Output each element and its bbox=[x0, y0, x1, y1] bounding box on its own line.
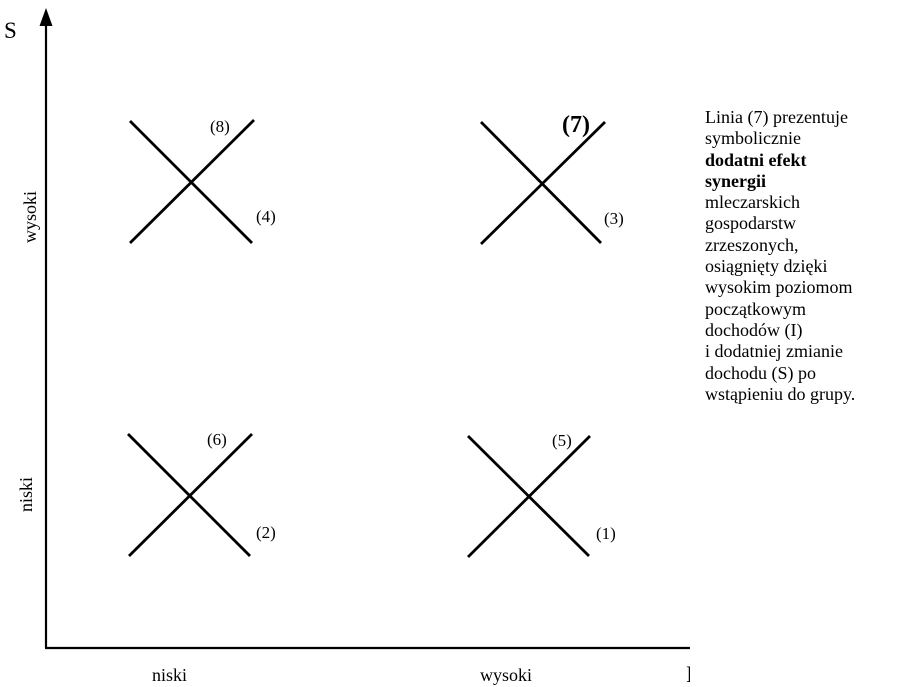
y-level-low: niski bbox=[16, 477, 36, 512]
cross-bottom-right: (5) (1) bbox=[467, 431, 616, 558]
line-3-label: (3) bbox=[604, 209, 624, 228]
line-3-segment bbox=[480, 121, 602, 244]
caption-rest: mleczarskich gospodarstw zrzeszonych, os… bbox=[705, 192, 856, 404]
caption-intro: Linia (7) prezentuje symbolicznie bbox=[705, 107, 848, 149]
caption-emphasis: dodatni efekt synergii bbox=[705, 149, 807, 191]
caption-text: Linia (7) prezentuje symbolicznie dodatn… bbox=[705, 107, 895, 405]
line-5-label: (5) bbox=[552, 431, 572, 450]
x-level-low: niski bbox=[152, 665, 187, 685]
y-level-high: wysoki bbox=[20, 191, 40, 243]
x-level-high: wysoki bbox=[480, 665, 532, 685]
synergy-diagram: S I niski wysoki wysoki niski (8) (4) (7… bbox=[4, 8, 690, 687]
line-1-label: (1) bbox=[596, 524, 616, 543]
cross-top-left: (8) (4) bbox=[129, 117, 276, 244]
line-7-label: (7) bbox=[562, 112, 590, 138]
line-2-label: (2) bbox=[256, 523, 276, 542]
line-2-segment bbox=[127, 433, 251, 557]
line-4-segment bbox=[129, 120, 253, 244]
line-1-segment bbox=[467, 435, 590, 557]
y-axis-arrowhead bbox=[39, 8, 53, 26]
line-8-label: (8) bbox=[210, 117, 230, 136]
line-6-label: (6) bbox=[207, 430, 227, 449]
cross-bottom-left: (6) (2) bbox=[127, 430, 276, 557]
y-axis-title: S bbox=[4, 18, 17, 43]
x-axis-title: I bbox=[686, 662, 690, 687]
line-4-label: (4) bbox=[256, 207, 276, 226]
cross-top-right: (7) (3) bbox=[480, 112, 624, 245]
